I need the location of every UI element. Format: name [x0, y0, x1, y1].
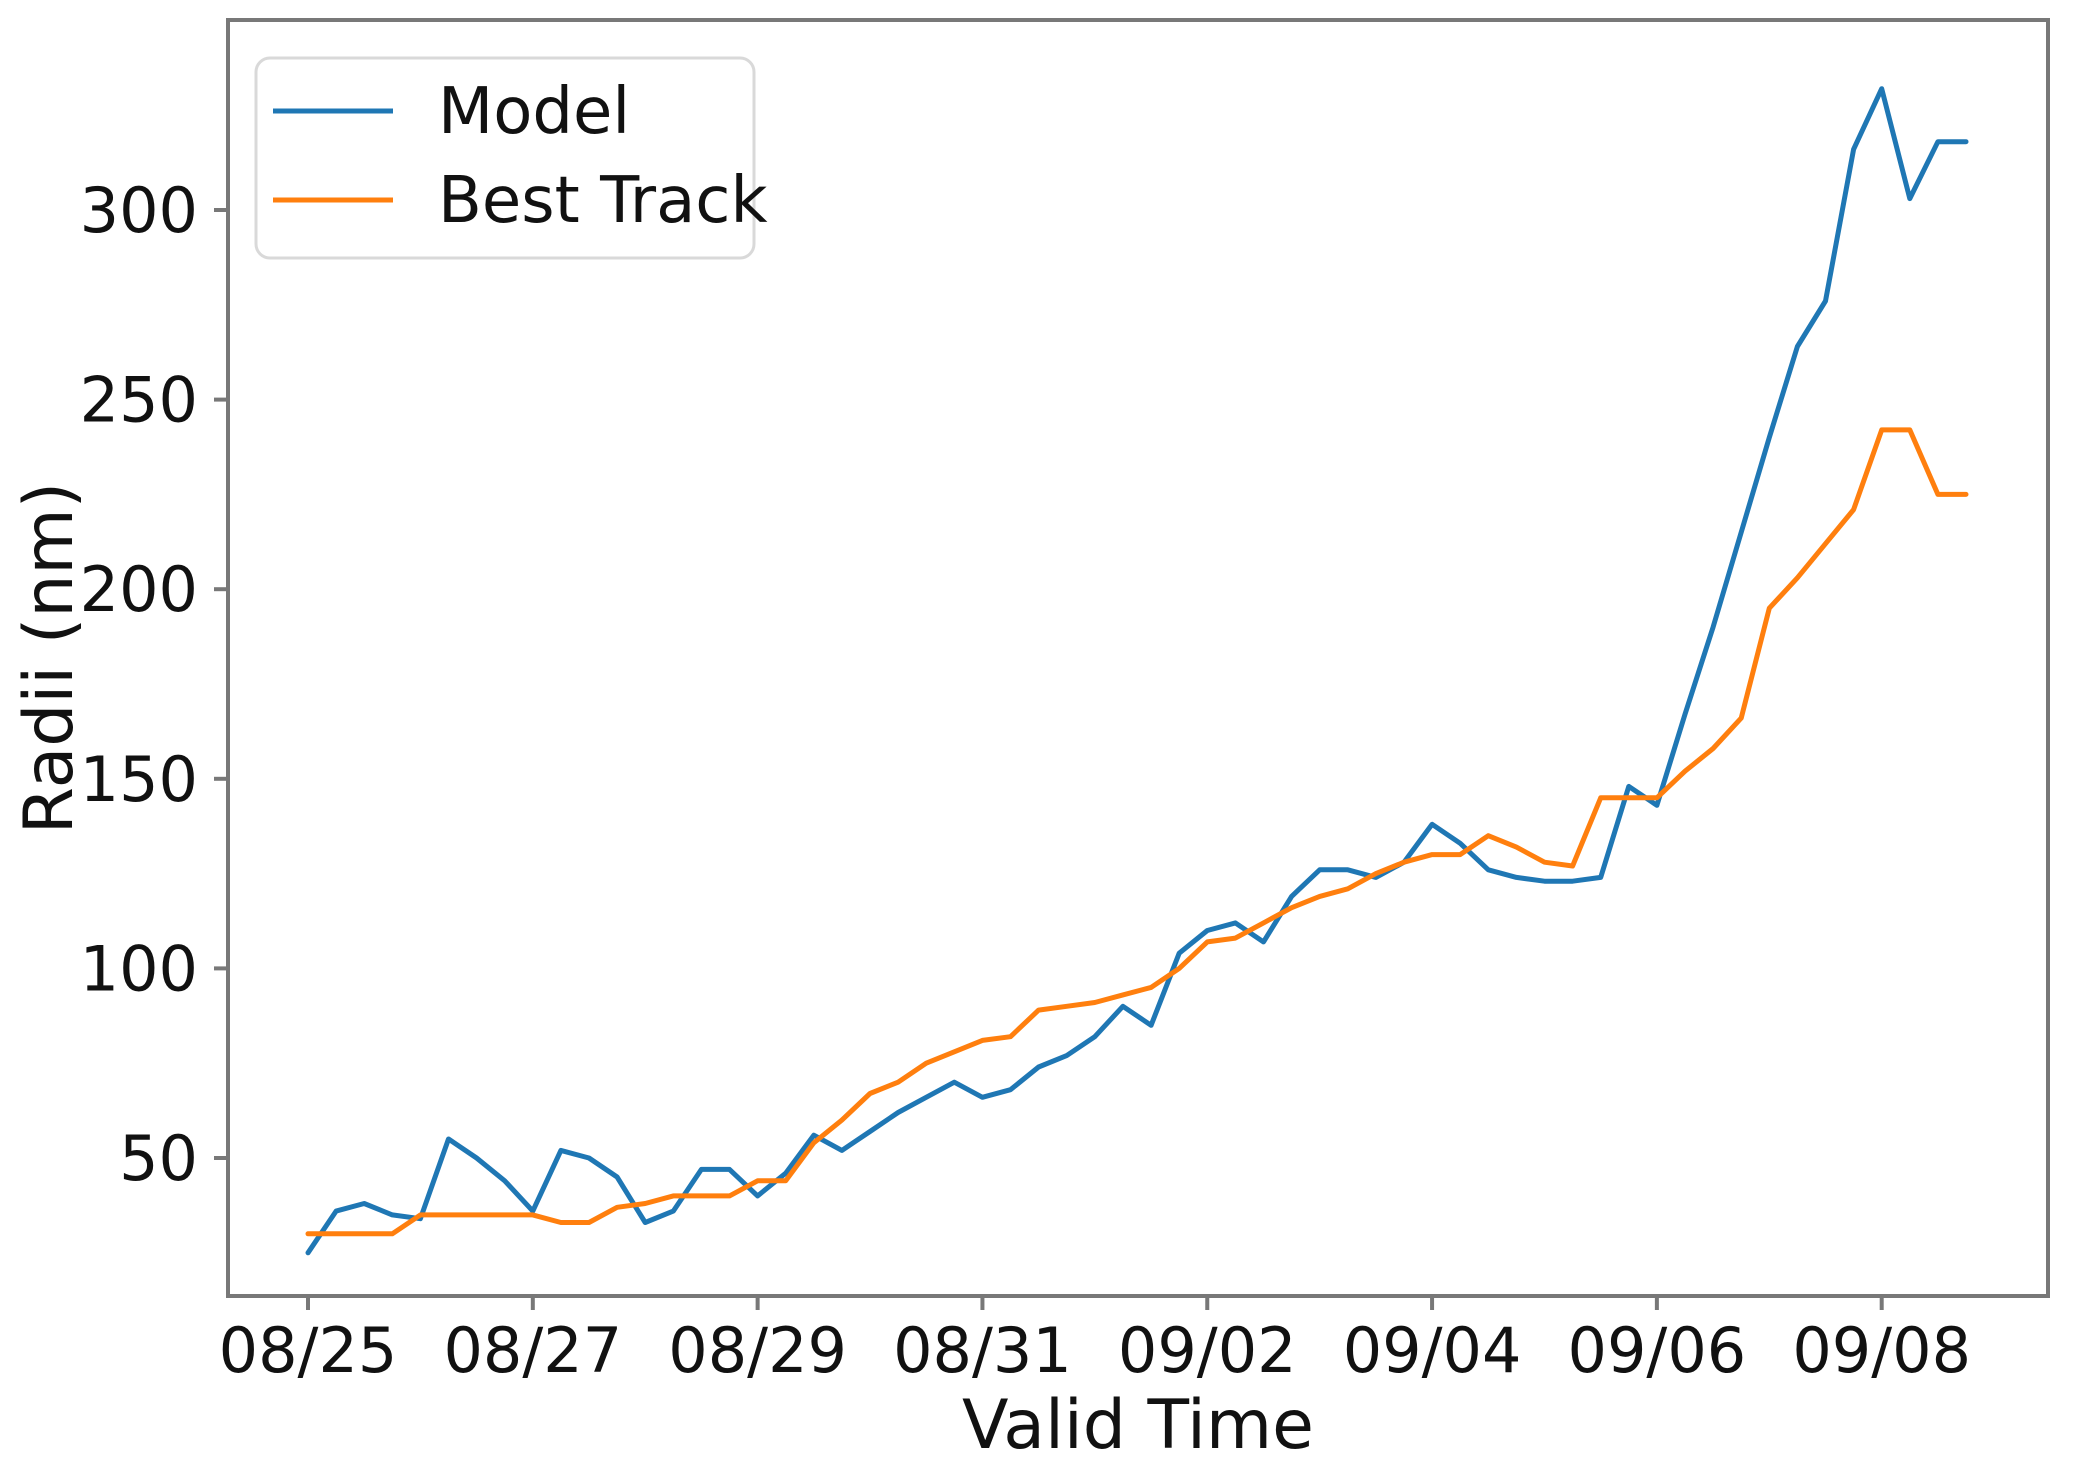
y-tick-label: 50: [119, 1122, 198, 1195]
best-track-line: [305, 427, 1969, 1237]
series-lines: [305, 86, 1969, 1256]
x-tick-label: 09/06: [1568, 1314, 1747, 1387]
y-tick-label: 250: [80, 364, 198, 437]
y-tick-label: 100: [80, 932, 198, 1005]
model-line: [305, 86, 1969, 1256]
y-axis: 50 100 150 200 250 300: [80, 174, 228, 1195]
x-tick-label: 09/04: [1343, 1314, 1522, 1387]
legend-best-track-label: Best Track: [438, 164, 768, 238]
legend: Model Best Track: [254, 56, 768, 260]
x-axis-label: Valid Time: [962, 1386, 1314, 1465]
x-tick-label: 08/27: [443, 1314, 622, 1387]
x-tick-label: 08/29: [668, 1314, 847, 1387]
y-tick-label: 150: [80, 743, 198, 816]
y-tick-label: 300: [80, 174, 198, 247]
legend-model-label: Model: [438, 75, 630, 149]
x-tick-label: 09/02: [1118, 1314, 1297, 1387]
legend-box: [254, 56, 756, 260]
x-tick-label: 08/25: [219, 1314, 398, 1387]
y-tick-label: 200: [80, 553, 198, 626]
x-tick-label: 08/31: [893, 1314, 1072, 1387]
x-axis: 08/25 08/27 08/29 08/31 09/02 09/04 09/06 09/08: [219, 1296, 1971, 1387]
x-tick-label: 09/08: [1792, 1314, 1971, 1387]
y-axis-label: Radii (nm): [10, 482, 89, 834]
